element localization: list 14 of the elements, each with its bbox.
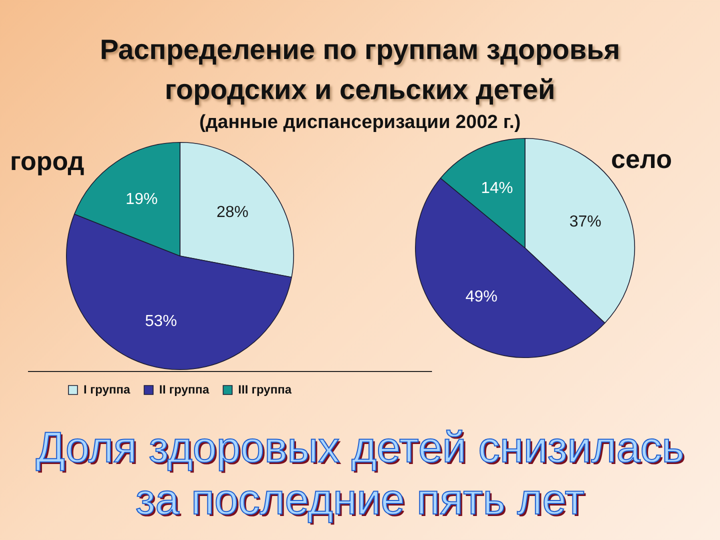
legend-label: III группа	[238, 382, 292, 396]
data-label: 49%	[465, 288, 498, 306]
data-label: 28%	[216, 204, 249, 221]
text: Доля здоровых детей снизилась за последние пять лет	[34, 423, 686, 526]
data-label: 37%	[569, 213, 602, 230]
data-label: 14%	[480, 180, 514, 197]
text: село	[611, 144, 672, 175]
text: Распределение по группам здоровья городских и сельских детей	[98, 33, 622, 107]
data-label: 53%	[144, 312, 177, 330]
data-label: 19%	[126, 191, 158, 208]
text: город	[10, 146, 84, 177]
legend-label: II группа	[159, 382, 210, 396]
text: (данные диспансеризации 2002 г.)	[198, 112, 522, 134]
legend-label: I группа	[83, 382, 130, 396]
